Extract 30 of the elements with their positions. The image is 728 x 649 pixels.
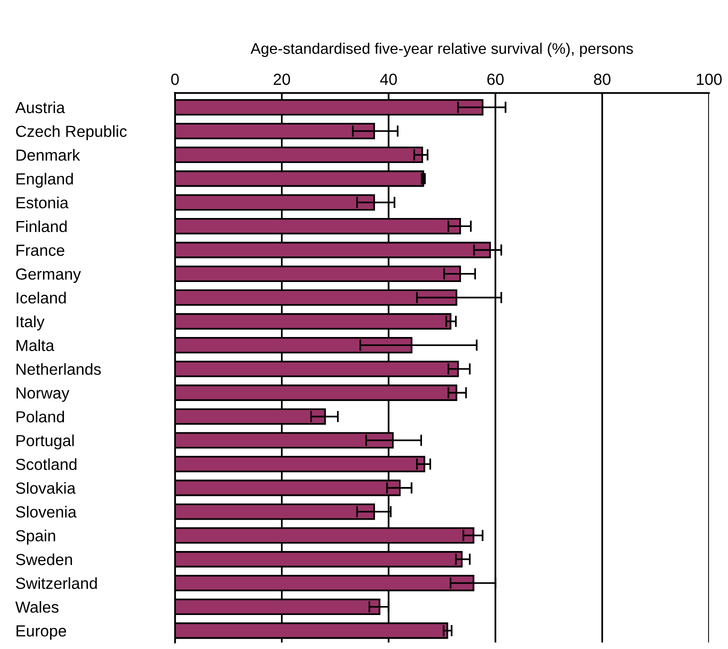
y-tick-label: Estonia bbox=[16, 196, 69, 208]
y-tick-label: Slovenia bbox=[16, 506, 77, 518]
x-tick-label: 100 bbox=[696, 74, 722, 85]
y-tick-label: Finland bbox=[16, 220, 67, 232]
x-tick-label: 20 bbox=[274, 74, 290, 85]
y-tick-label: Switzerland bbox=[16, 577, 97, 589]
y-tick-label: Poland bbox=[16, 410, 64, 422]
x-tick-label: 60 bbox=[487, 74, 504, 85]
y-tick-label: Slovakia bbox=[16, 482, 76, 494]
x-tick-label: 80 bbox=[594, 74, 610, 85]
y-tick-label: Sweden bbox=[16, 553, 72, 566]
y-tick-label: England bbox=[16, 172, 73, 188]
y-tick-label: Europe bbox=[16, 625, 66, 640]
y-tick-label: Malta bbox=[16, 339, 54, 352]
y-tick-label: Scotland bbox=[16, 458, 76, 470]
y-tick-label: Spain bbox=[16, 530, 56, 545]
y-tick-label: Norway bbox=[16, 388, 70, 402]
y-tick-label: Portugal bbox=[16, 434, 74, 450]
y-tick-label: Italy bbox=[16, 316, 45, 330]
x-tick-label: 0 bbox=[171, 74, 179, 85]
y-tick-label: Wales bbox=[15, 601, 58, 613]
y-tick-label: Iceland bbox=[16, 292, 66, 304]
y-tick-label: Denmark bbox=[16, 149, 80, 161]
x-axis-title: Age-standardised five-year relative survival (%), persons bbox=[250, 42, 633, 57]
y-tick-label: Czech Republic bbox=[16, 125, 127, 140]
y-tick-label: Austria bbox=[15, 101, 65, 114]
y-tick-label: Germany bbox=[16, 268, 81, 283]
y-tick-label: France bbox=[16, 244, 64, 256]
x-tick-label: 40 bbox=[380, 74, 397, 85]
y-tick-label: Netherlands bbox=[16, 363, 101, 375]
